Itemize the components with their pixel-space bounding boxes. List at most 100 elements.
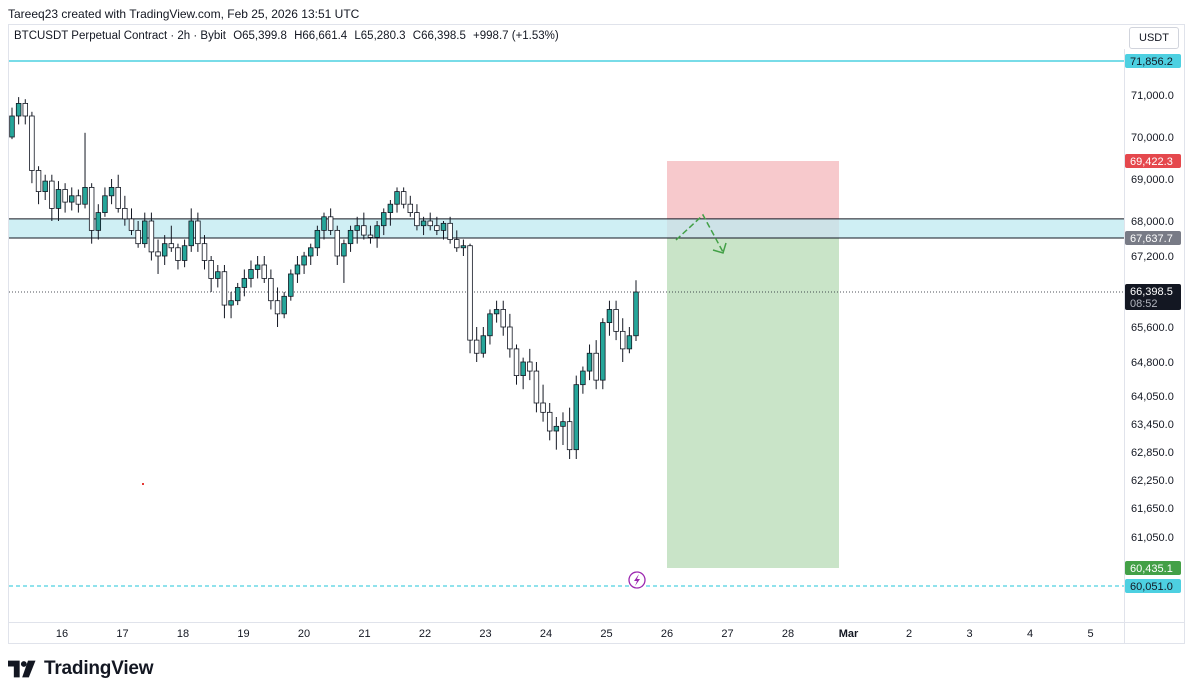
- candle-body[interactable]: [613, 309, 619, 332]
- candle-body[interactable]: [381, 212, 387, 227]
- candle-body[interactable]: [546, 411, 553, 432]
- candle-body[interactable]: [493, 309, 500, 315]
- candle-body[interactable]: [188, 220, 194, 247]
- candle-body[interactable]: [301, 255, 307, 266]
- candle-body[interactable]: [135, 229, 141, 245]
- candle-body[interactable]: [221, 271, 228, 306]
- candle-body[interactable]: [527, 361, 533, 372]
- take-profit-zone[interactable]: [667, 238, 839, 568]
- candle-body[interactable]: [427, 220, 433, 227]
- candle-body[interactable]: [447, 222, 453, 240]
- candle-body[interactable]: [566, 421, 573, 451]
- candle-body[interactable]: [454, 239, 460, 249]
- candle-body[interactable]: [367, 234, 374, 238]
- candle-body[interactable]: [520, 361, 526, 377]
- candle-body[interactable]: [626, 335, 633, 350]
- candle-body[interactable]: [35, 170, 42, 192]
- candle-body[interactable]: [580, 370, 586, 386]
- projection-arrow[interactable]: [675, 213, 724, 253]
- candle-body[interactable]: [593, 352, 599, 381]
- candle-body[interactable]: [82, 186, 88, 205]
- candle-body[interactable]: [307, 247, 314, 257]
- candle-body[interactable]: [507, 326, 513, 350]
- candle-body[interactable]: [407, 203, 414, 213]
- candle-body[interactable]: [420, 220, 427, 227]
- candle-body[interactable]: [15, 103, 22, 117]
- candle-body[interactable]: [460, 245, 467, 249]
- candle-body[interactable]: [128, 218, 135, 231]
- candle-body[interactable]: [155, 251, 161, 257]
- candle-body[interactable]: [540, 402, 546, 413]
- candle-body[interactable]: [434, 225, 440, 231]
- candle-body[interactable]: [600, 322, 606, 381]
- candle-body[interactable]: [553, 425, 560, 432]
- candle-body[interactable]: [9, 115, 15, 138]
- candle-body[interactable]: [201, 243, 208, 261]
- candle-body[interactable]: [606, 309, 613, 324]
- candle-body[interactable]: [234, 287, 241, 302]
- candle-body[interactable]: [142, 220, 148, 245]
- candle-body[interactable]: [500, 309, 506, 328]
- candle-body[interactable]: [268, 278, 274, 302]
- candle-body[interactable]: [108, 186, 115, 197]
- candle-body[interactable]: [394, 191, 400, 205]
- candle-body[interactable]: [288, 273, 294, 297]
- candle-body[interactable]: [560, 421, 566, 427]
- candle-body[interactable]: [327, 216, 334, 231]
- candle-body[interactable]: [620, 330, 626, 350]
- candle-body[interactable]: [254, 264, 261, 270]
- candle-body[interactable]: [88, 186, 95, 231]
- candle-body[interactable]: [168, 243, 175, 249]
- candle-body[interactable]: [633, 291, 639, 337]
- candle-body[interactable]: [75, 195, 82, 205]
- candle-body[interactable]: [241, 278, 248, 288]
- symbol-name[interactable]: BTCUSDT Perpetual Contract · 2h · Bybit: [14, 30, 226, 42]
- candle-body[interactable]: [334, 229, 340, 257]
- candle-body[interactable]: [400, 191, 407, 205]
- candle-body[interactable]: [487, 313, 493, 337]
- candle-body[interactable]: [62, 189, 68, 203]
- candle-body[interactable]: [49, 180, 55, 209]
- candle-body[interactable]: [29, 115, 35, 171]
- candle-body[interactable]: [533, 370, 540, 404]
- candle-body[interactable]: [195, 220, 201, 245]
- currency-button[interactable]: USDT: [1129, 27, 1179, 49]
- candle-body[interactable]: [42, 180, 48, 193]
- candle-body[interactable]: [161, 243, 168, 257]
- candle-body[interactable]: [122, 207, 128, 220]
- candle-body[interactable]: [55, 189, 62, 209]
- candle-body[interactable]: [321, 216, 327, 231]
- candle-body[interactable]: [573, 384, 579, 451]
- candle-body[interactable]: [181, 245, 188, 261]
- candle-body[interactable]: [347, 229, 354, 245]
- candle-body[interactable]: [215, 271, 221, 279]
- candle-body[interactable]: [314, 229, 321, 249]
- resistance-zone[interactable]: [9, 218, 1124, 238]
- candle-body[interactable]: [513, 348, 520, 377]
- candle-body[interactable]: [387, 203, 394, 213]
- candle-body[interactable]: [228, 300, 234, 306]
- candle-body[interactable]: [261, 264, 267, 279]
- candle-body[interactable]: [467, 245, 473, 341]
- candle-body[interactable]: [354, 225, 360, 231]
- candle-body[interactable]: [586, 352, 593, 372]
- candle-body[interactable]: [274, 300, 281, 315]
- candle-body[interactable]: [22, 103, 29, 117]
- candle-body[interactable]: [281, 295, 287, 315]
- candle-body[interactable]: [248, 269, 254, 279]
- candle-body[interactable]: [95, 212, 102, 231]
- candle-body[interactable]: [341, 243, 347, 257]
- candle-body[interactable]: [175, 247, 181, 261]
- candle-body[interactable]: [374, 225, 380, 238]
- candle-body[interactable]: [440, 222, 447, 231]
- candle-body[interactable]: [473, 339, 480, 354]
- candle-body[interactable]: [115, 186, 121, 209]
- candle-body[interactable]: [414, 212, 420, 227]
- candle-body[interactable]: [480, 335, 487, 354]
- candle-body[interactable]: [361, 225, 367, 236]
- candle-body[interactable]: [148, 220, 155, 253]
- candle-body[interactable]: [69, 195, 75, 203]
- candle-body[interactable]: [294, 264, 301, 275]
- candle-body[interactable]: [208, 260, 214, 279]
